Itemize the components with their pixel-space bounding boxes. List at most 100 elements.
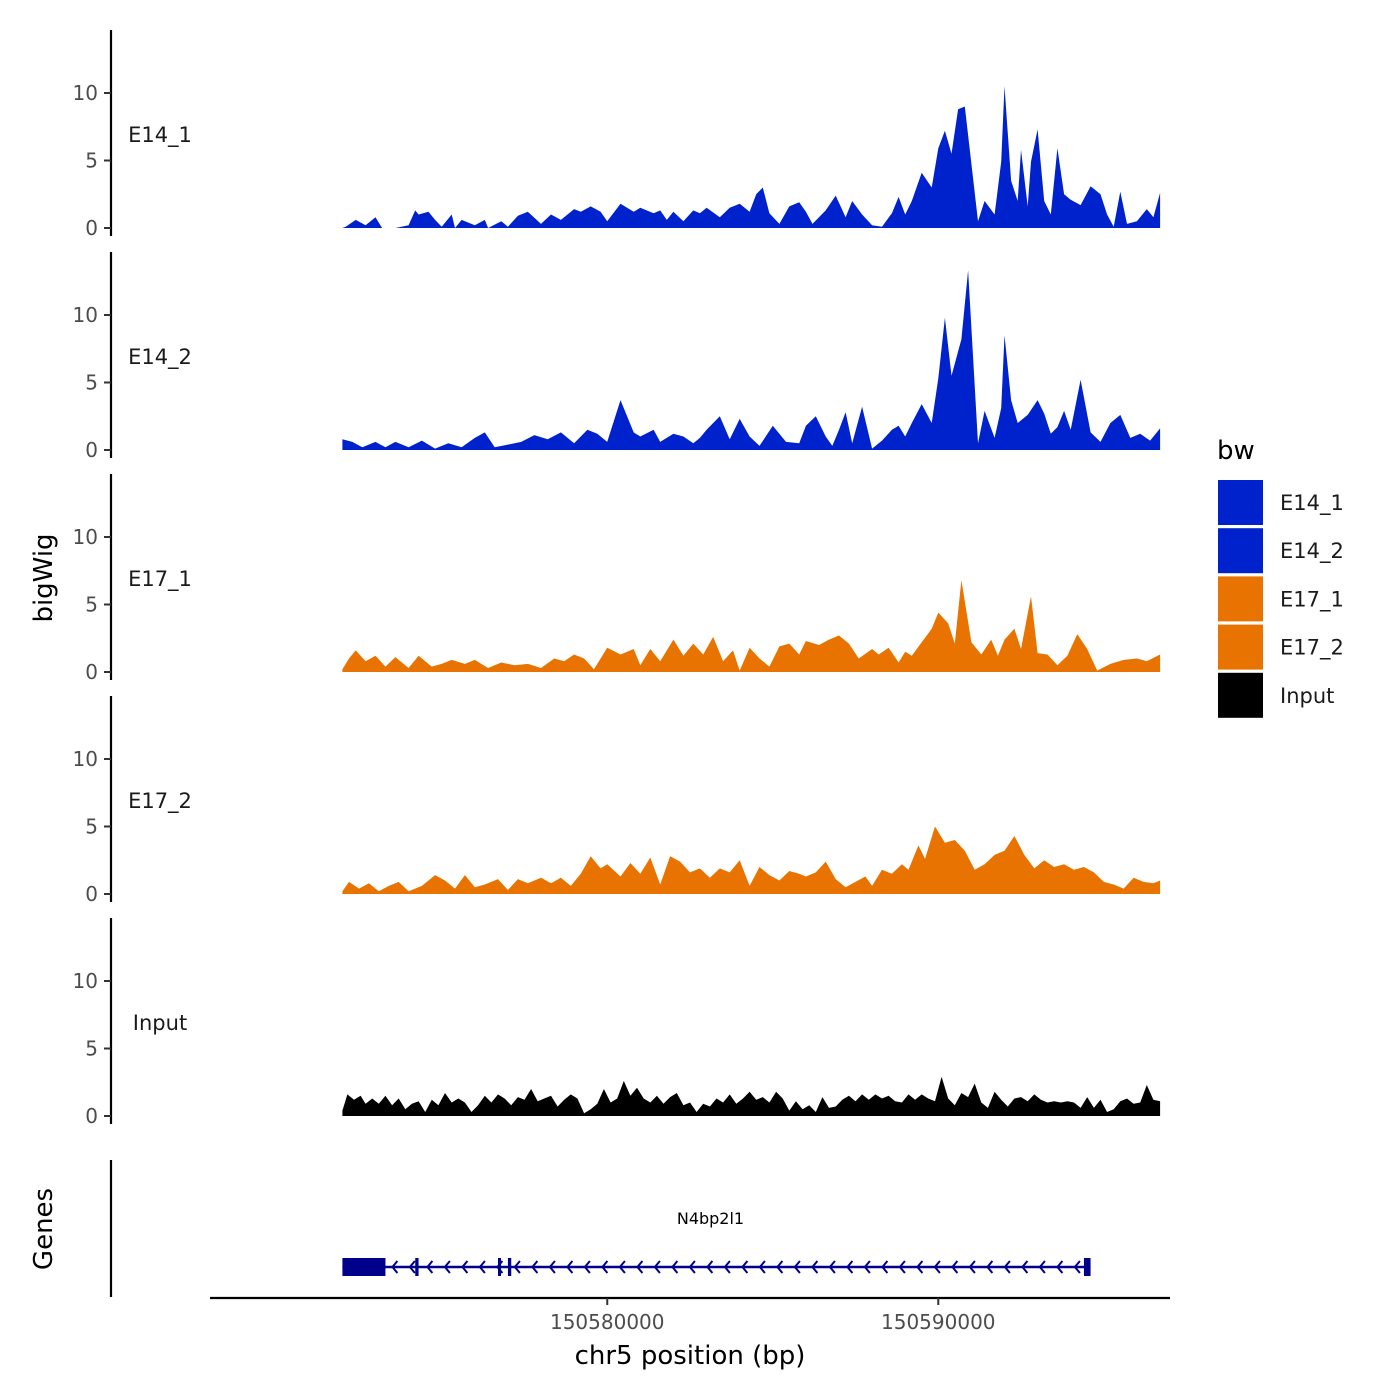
strand-arrow [863, 1260, 871, 1274]
y-tick-label: 10 [73, 81, 98, 105]
y-tick-label: 10 [73, 303, 98, 327]
strand-arrow [636, 1260, 644, 1274]
strand-arrow [741, 1260, 749, 1274]
y-tick-label: 0 [85, 660, 98, 684]
strand-arrow [793, 1260, 801, 1274]
gene-exon [415, 1258, 419, 1276]
strand-arrow [618, 1260, 626, 1274]
signal-area-E17_2 [342, 826, 1161, 894]
y-tick-label: 10 [73, 969, 98, 993]
gene-exon [498, 1258, 501, 1276]
x-axis-ticks: 150580000 150590000 [550, 1298, 996, 1334]
legend-label: E17_2 [1280, 636, 1344, 661]
legend-swatch-E14_2 [1218, 528, 1263, 574]
strand-arrow [478, 1260, 486, 1274]
strand-arrow [461, 1260, 469, 1274]
track-label: E17_2 [128, 789, 192, 814]
track-label: E14_1 [128, 123, 192, 148]
strand-arrow [811, 1260, 819, 1274]
strand-arrow [531, 1260, 539, 1274]
y-tick-label: 0 [85, 216, 98, 240]
y-tick-label: 5 [85, 371, 98, 395]
strand-arrow [933, 1260, 941, 1274]
track-E17_2: 0 5 10 E17_2 [73, 696, 1161, 906]
y-tick-label: 10 [73, 747, 98, 771]
gene-track-title: Genes [29, 1188, 59, 1270]
legend-swatch-E14_1 [1218, 480, 1263, 525]
y-tick-label: 0 [85, 438, 98, 462]
legend-label: E14_1 [1280, 491, 1344, 516]
track-E14_1: 0 5 10 E14_1 [73, 30, 1161, 240]
track-E17_1: 0 5 10 E17_1 [73, 474, 1161, 684]
track-label: E14_2 [128, 345, 192, 370]
signal-area-E14_2 [342, 270, 1161, 450]
track-label: Input [133, 1011, 187, 1035]
strand-arrow [671, 1260, 679, 1274]
legend-swatch-E17_2 [1218, 624, 1263, 670]
track-E14_2: 0 5 10 E14_2 [73, 252, 1161, 462]
y-tick-label: 5 [85, 815, 98, 839]
strand-arrow [566, 1260, 574, 1274]
track-Input: 0 5 10 Input [73, 918, 1161, 1128]
strand-arrow [916, 1260, 924, 1274]
strand-arrow [391, 1260, 399, 1274]
legend: bw E14_1 E14_2 E17_1 E17_2 Input [1217, 436, 1344, 718]
strand-arrow [408, 1260, 416, 1274]
strand-arrow [1038, 1260, 1046, 1274]
strand-arrow [443, 1260, 451, 1274]
strand-arrow [513, 1260, 521, 1274]
strand-arrow [828, 1260, 836, 1274]
legend-swatch-E17_1 [1218, 576, 1263, 622]
strand-arrow [688, 1260, 696, 1274]
y-tick-label: 5 [85, 1037, 98, 1061]
signal-area-E17_1 [342, 580, 1161, 672]
strand-arrow [1021, 1260, 1029, 1274]
strand-arrow [776, 1260, 784, 1274]
strand-arrow [951, 1260, 959, 1274]
y-tick-label: 10 [73, 525, 98, 549]
gene-name-label: N4bp2l1 [677, 1209, 744, 1228]
strand-arrow [426, 1260, 434, 1274]
y-axis-title: bigWig [29, 533, 59, 622]
strand-arrow [881, 1260, 889, 1274]
y-tick-label: 0 [85, 882, 98, 906]
legend-title: bw [1217, 436, 1255, 466]
strand-arrow [723, 1260, 731, 1274]
strand-arrow [898, 1260, 906, 1274]
gene-exon [507, 1258, 512, 1276]
x-tick-label: 150580000 [550, 1310, 665, 1334]
gene-models: N4bp2l1 [342, 1209, 1091, 1276]
bigwig-tracks: 0 5 10 E14_1 0 5 10 E14_2 0 5 10 E17_1 0 5 10 E17_2 0 5 10… [73, 30, 1161, 1128]
strand-arrow [1003, 1260, 1011, 1274]
gene-track: Genes N4bp2l1 [29, 1160, 1091, 1297]
strand-arrow [653, 1260, 661, 1274]
legend-swatch-Input [1218, 672, 1263, 718]
strand-arrow [968, 1260, 976, 1274]
track-label: E17_1 [128, 567, 192, 592]
gene-exon [1083, 1258, 1091, 1276]
strand-arrow [846, 1260, 854, 1274]
strand-arrow [583, 1260, 591, 1274]
x-axis: 150580000 150590000 chr5 position (bp) [210, 1296, 1170, 1371]
signal-area-E14_1 [342, 86, 1161, 228]
legend-label: E17_1 [1280, 587, 1344, 612]
x-axis-title: chr5 position (bp) [575, 1341, 806, 1371]
legend-items: E14_1 E14_2 E17_1 E17_2 Input [1218, 480, 1344, 718]
legend-label: E14_2 [1280, 539, 1344, 564]
y-tick-label: 5 [85, 149, 98, 173]
strand-arrow [548, 1260, 556, 1274]
strand-arrow [1056, 1260, 1064, 1274]
strand-arrow [986, 1260, 994, 1274]
strand-arrow [706, 1260, 714, 1274]
legend-label: Input [1280, 684, 1334, 708]
x-tick-label: 150590000 [881, 1310, 996, 1334]
y-tick-label: 5 [85, 593, 98, 617]
gene-exon [342, 1258, 386, 1276]
y-tick-label: 0 [85, 1104, 98, 1128]
strand-arrow [601, 1260, 609, 1274]
strand-arrow [1073, 1260, 1081, 1274]
signal-area-Input [342, 1076, 1161, 1116]
gene-model: N4bp2l1 [342, 1209, 1091, 1276]
strand-arrow [758, 1260, 766, 1274]
